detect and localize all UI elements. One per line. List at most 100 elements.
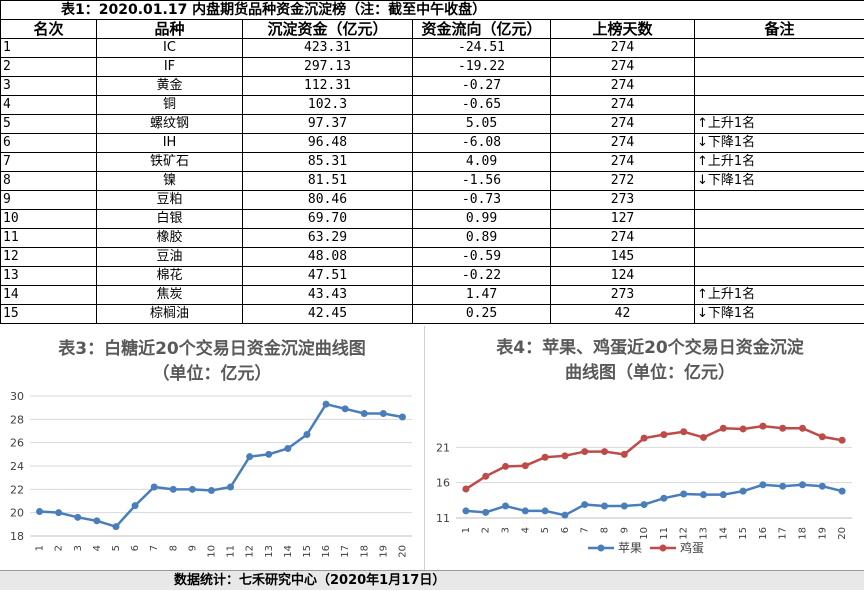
data-point: [759, 481, 766, 488]
x-tick-label: 4: [520, 527, 531, 533]
amount-cell: 47.51: [243, 267, 413, 286]
data-point: [561, 452, 568, 459]
data-point: [819, 433, 826, 440]
days-cell: 273: [551, 286, 695, 305]
x-tick-label: 15: [738, 527, 749, 540]
ranking-table: 表1：2020.01.17 内盘期货品种资金沉淀榜（注：截至中午收盘） 名次 品…: [0, 0, 864, 324]
series-line: [40, 404, 403, 527]
header-note: 备注: [695, 20, 864, 39]
data-point: [502, 502, 509, 509]
x-tick-label: 1: [35, 545, 46, 551]
x-tick-label: 12: [245, 545, 256, 558]
y-tick-label: 20: [10, 507, 24, 520]
amount-cell: 81.51: [243, 172, 413, 191]
x-tick-label: 1: [461, 527, 472, 533]
x-tick-label: 13: [699, 527, 710, 540]
y-tick-label: 30: [10, 390, 24, 403]
x-tick-label: 5: [540, 527, 551, 533]
flow-cell: -24.51: [413, 39, 551, 58]
data-point: [720, 491, 727, 498]
flow-cell: 0.99: [413, 210, 551, 229]
flow-cell: 4.09: [413, 153, 551, 172]
x-tick-label: 19: [817, 527, 828, 540]
rank-cell: 15: [1, 305, 97, 324]
x-tick-label: 16: [758, 527, 769, 540]
rank-cell: 10: [1, 210, 97, 229]
data-point: [621, 502, 628, 509]
x-tick-label: 2: [481, 527, 492, 533]
rank-cell: 11: [1, 229, 97, 248]
flow-cell: -1.56: [413, 172, 551, 191]
days-cell: 42: [551, 305, 695, 324]
x-tick-label: 3: [73, 545, 84, 551]
x-tick-label: 17: [340, 545, 351, 558]
chart-title: 表4：苹果、鸡蛋近20个交易日资金沉淀: [496, 337, 804, 358]
x-tick-label: 4: [92, 545, 103, 551]
note-cell: [695, 191, 864, 210]
name-cell: 铁矿石: [97, 153, 243, 172]
rank-cell: 9: [1, 191, 97, 210]
data-point: [380, 410, 387, 417]
header-row: 名次 品种 沉淀资金（亿元） 资金流向（亿元） 上榜天数 备注: [1, 20, 864, 39]
data-point: [759, 423, 766, 430]
flow-cell: -0.59: [413, 248, 551, 267]
x-tick-label: 19: [378, 545, 389, 558]
data-point: [246, 453, 253, 460]
x-tick-label: 7: [580, 527, 591, 533]
x-tick-label: 2: [54, 545, 65, 551]
amount-cell: 102.3: [243, 96, 413, 115]
data-point: [482, 509, 489, 516]
data-point: [680, 490, 687, 497]
data-point: [581, 448, 588, 455]
days-cell: 273: [551, 191, 695, 210]
data-point: [779, 425, 786, 432]
data-point: [74, 514, 81, 521]
rank-cell: 3: [1, 77, 97, 96]
x-tick-label: 11: [659, 527, 670, 540]
data-point: [112, 523, 119, 530]
x-tick-label: 14: [283, 545, 294, 558]
x-tick-label: 11: [226, 545, 237, 558]
name-cell: 棉花: [97, 267, 243, 286]
header-days: 上榜天数: [551, 20, 695, 39]
flow-cell: 0.25: [413, 305, 551, 324]
amount-cell: 112.31: [243, 77, 413, 96]
rank-cell: 13: [1, 267, 97, 286]
flow-cell: -0.27: [413, 77, 551, 96]
data-point: [208, 487, 215, 494]
y-tick-label: 26: [10, 437, 24, 450]
x-tick-label: 20: [837, 527, 848, 540]
name-cell: 黄金: [97, 77, 243, 96]
data-point: [93, 517, 100, 524]
data-point: [361, 410, 368, 417]
flow-cell: 1.47: [413, 286, 551, 305]
chart-subtitle: （单位：亿元）: [153, 363, 272, 384]
flow-cell: -0.73: [413, 191, 551, 210]
data-point: [779, 483, 786, 490]
data-point: [170, 486, 177, 493]
data-point: [601, 448, 608, 455]
name-cell: IH: [97, 134, 243, 153]
data-point: [581, 501, 588, 508]
days-cell: 274: [551, 115, 695, 134]
data-point: [482, 473, 489, 480]
data-point: [740, 488, 747, 495]
data-point: [680, 428, 687, 435]
chart-title: 表3：白糖近20个交易日资金沉淀曲线图: [58, 338, 366, 359]
rank-cell: 6: [1, 134, 97, 153]
note-cell: [695, 267, 864, 286]
x-tick-label: 6: [130, 545, 141, 551]
data-point: [265, 451, 272, 458]
rank-cell: 4: [1, 96, 97, 115]
y-tick-label: 22: [10, 483, 24, 496]
data-point: [462, 486, 469, 493]
name-cell: 螺纹钢: [97, 115, 243, 134]
